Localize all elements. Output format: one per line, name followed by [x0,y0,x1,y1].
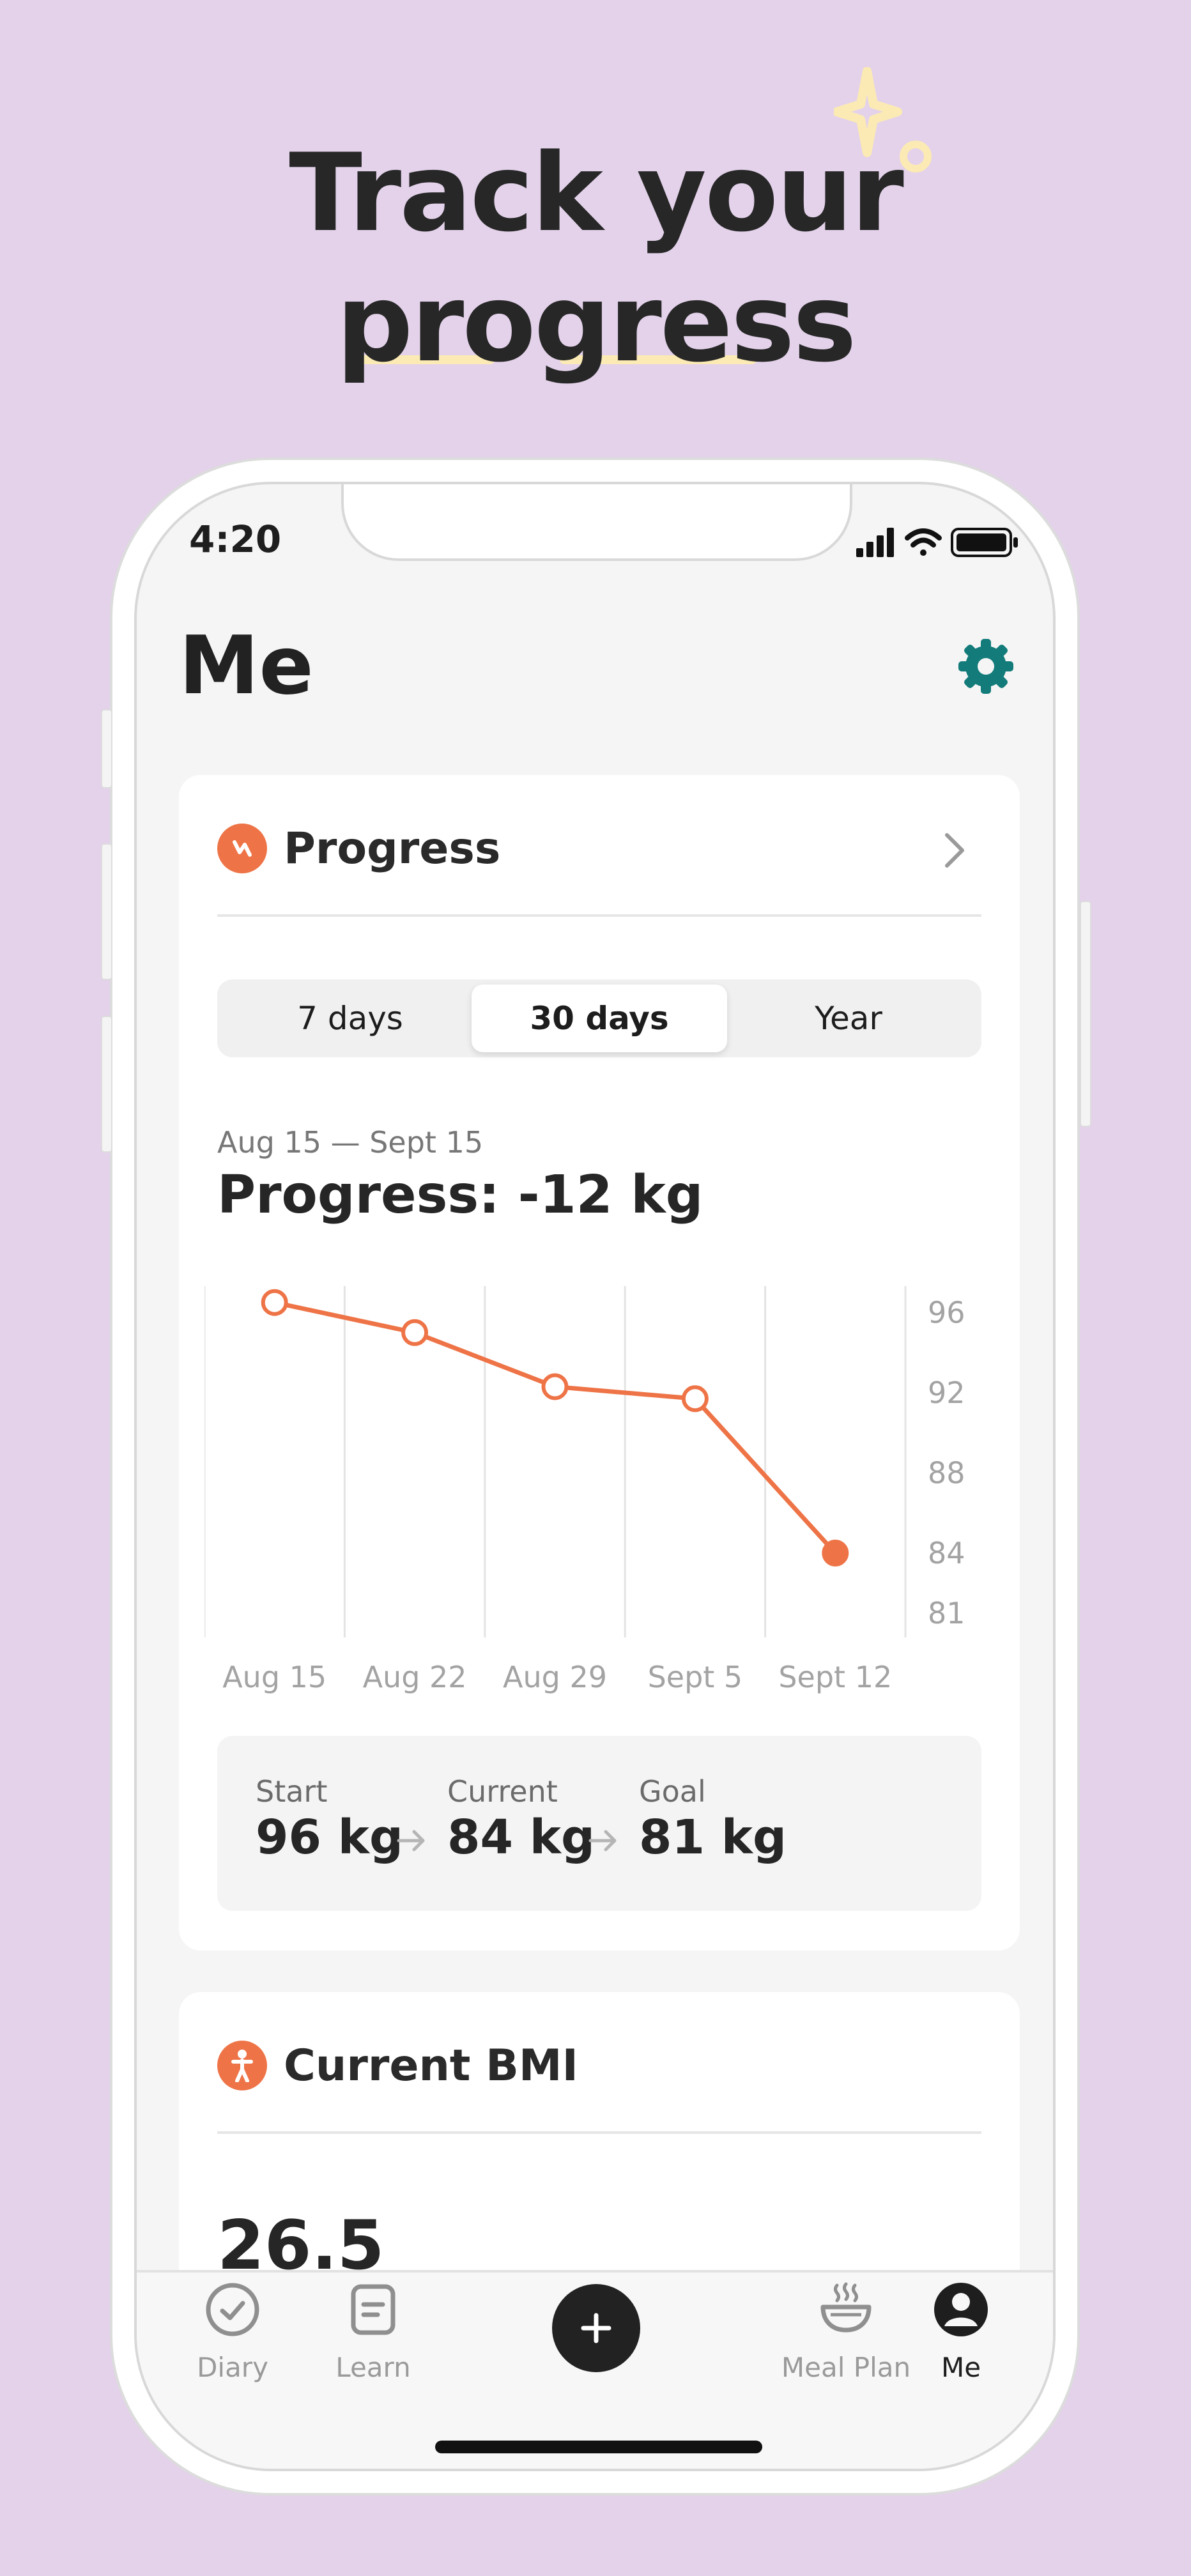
tab-meal-plan-label: Meal Plan [781,2352,911,2383]
weight-stats: Start 96 kg Current 84 kg Goal 81 kg [217,1736,981,1911]
phone-power-button [1080,901,1091,1127]
tab-diary[interactable]: Diary [162,2279,303,2383]
y-tick-label: 96 [928,1295,965,1330]
learn-book-icon [351,2284,396,2335]
x-axis-labels: Aug 15 Aug 22 Aug 29 Sept 5 Sept 12 [222,1660,892,1694]
stat-goal-label: Goal [639,1774,706,1809]
page-title: Me [179,618,314,712]
chart-points [261,1289,849,1567]
x-tick-label: Sept 5 [648,1660,743,1694]
phone-mute-switch [101,709,112,788]
card-divider [217,914,981,917]
y-tick-label: 88 [928,1455,965,1490]
data-point [401,1319,429,1346]
notch [341,484,852,561]
y-axis-labels: 96 92 88 84 81 [928,1295,965,1630]
wifi-icon [905,528,942,556]
tab-me[interactable]: Me [891,2279,1031,2383]
phone-screen: 4:20 Me [134,482,1056,2471]
battery-icon [951,528,1018,557]
stat-current-value: 84 kg [447,1810,595,1865]
segment-year[interactable]: Year [815,1000,882,1037]
tab-diary-label: Diary [197,2352,268,2383]
phone-volume-down [101,1016,112,1153]
diary-check-icon [206,2283,259,2336]
headline-underline [360,355,495,364]
y-tick-label: 84 [928,1536,965,1570]
weight-series-line [272,1300,838,1556]
phone-volume-up [101,843,112,980]
headline-line-2: progress [336,261,857,386]
date-range: Aug 15 — Sept 15 [217,1125,484,1160]
status-icons [856,528,1018,557]
stat-goal-value: 81 kg [639,1810,787,1865]
progress-card-title: Progress [284,823,501,874]
plus-icon [581,2313,611,2343]
chevron-right-icon[interactable] [941,831,969,870]
bmi-card-title: Current BMI [284,2040,578,2091]
headline: Track your progress [0,128,1191,388]
data-point [681,1385,709,1413]
add-button[interactable] [552,2284,640,2372]
chart-grid [204,1286,907,1637]
progress-trend-icon [217,824,267,873]
tab-learn[interactable]: Learn [303,2279,443,2383]
headline-line-1: Track your [289,130,904,256]
period-segmented-control: 7 days 30 days Year [217,979,981,1057]
segment-7-days[interactable]: 7 days [297,1000,403,1037]
tab-me-label: Me [941,2352,981,2383]
card-divider [217,2131,981,2134]
tab-meal-plan[interactable]: Meal Plan [776,2279,916,2383]
sparkle-decoration-icon [834,67,932,172]
progress-summary: Progress: -12 kg [217,1165,703,1225]
status-time: 4:20 [189,518,282,561]
gear-icon[interactable] [957,638,1015,695]
data-point [261,1289,288,1316]
y-tick-label: 81 [928,1596,965,1630]
stat-current-label: Current [447,1774,558,1809]
x-tick-label: Aug 29 [503,1660,607,1694]
stat-start-label: Start [256,1774,328,1809]
meal-bowl-icon [820,2282,872,2333]
weight-line-chart: 96 92 88 84 81 Aug 15 Aug 22 Aug 29 Sept 5 Sept … [204,1286,965,1694]
stat-current: Current 84 kg [447,1774,595,1865]
data-point [822,1539,849,1567]
stat-start-value: 96 kg [256,1810,403,1865]
stat-start: Start 96 kg [256,1774,403,1865]
tab-learn-label: Learn [335,2352,411,2383]
x-tick-label: Sept 12 [778,1660,892,1694]
y-tick-label: 92 [928,1376,965,1410]
person-icon [217,2041,267,2090]
data-point [541,1373,569,1400]
x-tick-label: Aug 15 [222,1660,327,1694]
signal-icon [856,528,894,557]
stat-goal: Goal 81 kg [639,1774,787,1865]
home-indicator [435,2441,762,2453]
progress-card-header[interactable]: Progress [217,820,500,877]
arrow-right-icon [588,1830,617,1851]
arrow-right-icon [397,1830,425,1851]
segment-30-days[interactable]: 30 days [472,985,727,1052]
headline-underline [560,355,757,364]
x-tick-label: Aug 22 [363,1660,467,1694]
bottom-tab-bar: Diary Learn Meal Plan [137,2270,1053,2469]
progress-card: Progress 7 days 30 days Year Aug 15 — Se… [179,775,1020,1951]
bmi-card-header[interactable]: Current BMI [217,2037,578,2094]
profile-icon [934,2283,988,2336]
